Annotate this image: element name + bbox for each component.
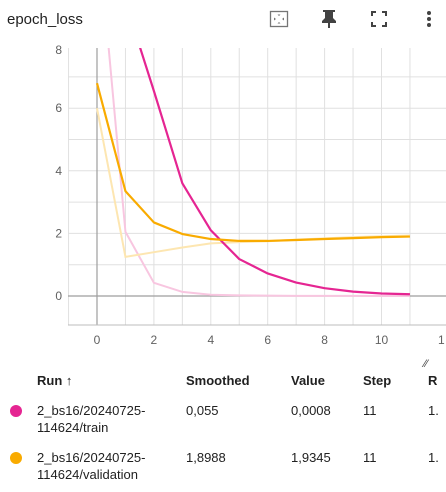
x-tick-label: 4 xyxy=(207,333,214,347)
header-step[interactable]: Step xyxy=(363,373,392,388)
step-value: 11 xyxy=(363,403,377,418)
run-name: 2_bs16/20240725- 114624/train xyxy=(37,403,146,435)
x-tick-label: 10 xyxy=(375,333,389,347)
smoothed-value: 0,055 xyxy=(186,403,219,418)
header-smoothed[interactable]: Smoothed xyxy=(186,373,250,388)
header-run[interactable]: Run ↑ xyxy=(37,373,73,388)
chart-title: epoch_loss xyxy=(7,11,83,28)
y-tick-label: 0 xyxy=(55,289,62,303)
fullscreen-icon[interactable] xyxy=(366,6,392,32)
y-tick-label: 8 xyxy=(55,43,62,57)
x-tick-label: 8 xyxy=(321,333,328,347)
fit-domain-icon[interactable] xyxy=(266,6,292,32)
x-tick-label: 1 xyxy=(438,333,445,347)
series-color-dot xyxy=(10,452,22,464)
y-tick-label: 4 xyxy=(55,164,62,178)
y-tick-label: 6 xyxy=(55,101,62,115)
header-value[interactable]: Value xyxy=(291,373,325,388)
card-header: epoch_loss xyxy=(0,0,446,38)
relative-value: 1. xyxy=(428,403,439,418)
chart-tick-labels: 0 2 4 6 8 10 1 8 6 4 2 0 xyxy=(55,43,445,347)
series-smoothed-line-1 xyxy=(95,82,410,243)
series-smoothed-line-0 xyxy=(139,48,410,296)
loss-line-chart[interactable]: 0 2 4 6 8 10 1 8 6 4 2 0 xyxy=(0,40,446,360)
step-value: 11 xyxy=(363,450,377,465)
chart-series xyxy=(95,48,410,297)
resize-handle-icon[interactable]: ⁄⁄ xyxy=(424,358,428,370)
raw-value: 0,0008 xyxy=(291,403,331,418)
series-raw-line-0 xyxy=(107,48,410,297)
x-tick-label: 2 xyxy=(151,333,158,347)
raw-value: 1,9345 xyxy=(291,450,331,465)
run-name: 2_bs16/20240725- 114624/validation xyxy=(37,450,146,482)
header-relative[interactable]: R xyxy=(428,373,438,388)
more-vert-icon[interactable] xyxy=(416,6,442,32)
smoothed-value: 1,8988 xyxy=(186,450,226,465)
x-tick-label: 6 xyxy=(264,333,271,347)
series-color-dot xyxy=(10,405,22,417)
relative-value: 1. xyxy=(428,450,439,465)
x-tick-label: 0 xyxy=(94,333,101,347)
series-raw-line-1 xyxy=(96,108,410,259)
y-tick-label: 2 xyxy=(55,226,62,240)
pin-icon[interactable] xyxy=(316,6,342,32)
